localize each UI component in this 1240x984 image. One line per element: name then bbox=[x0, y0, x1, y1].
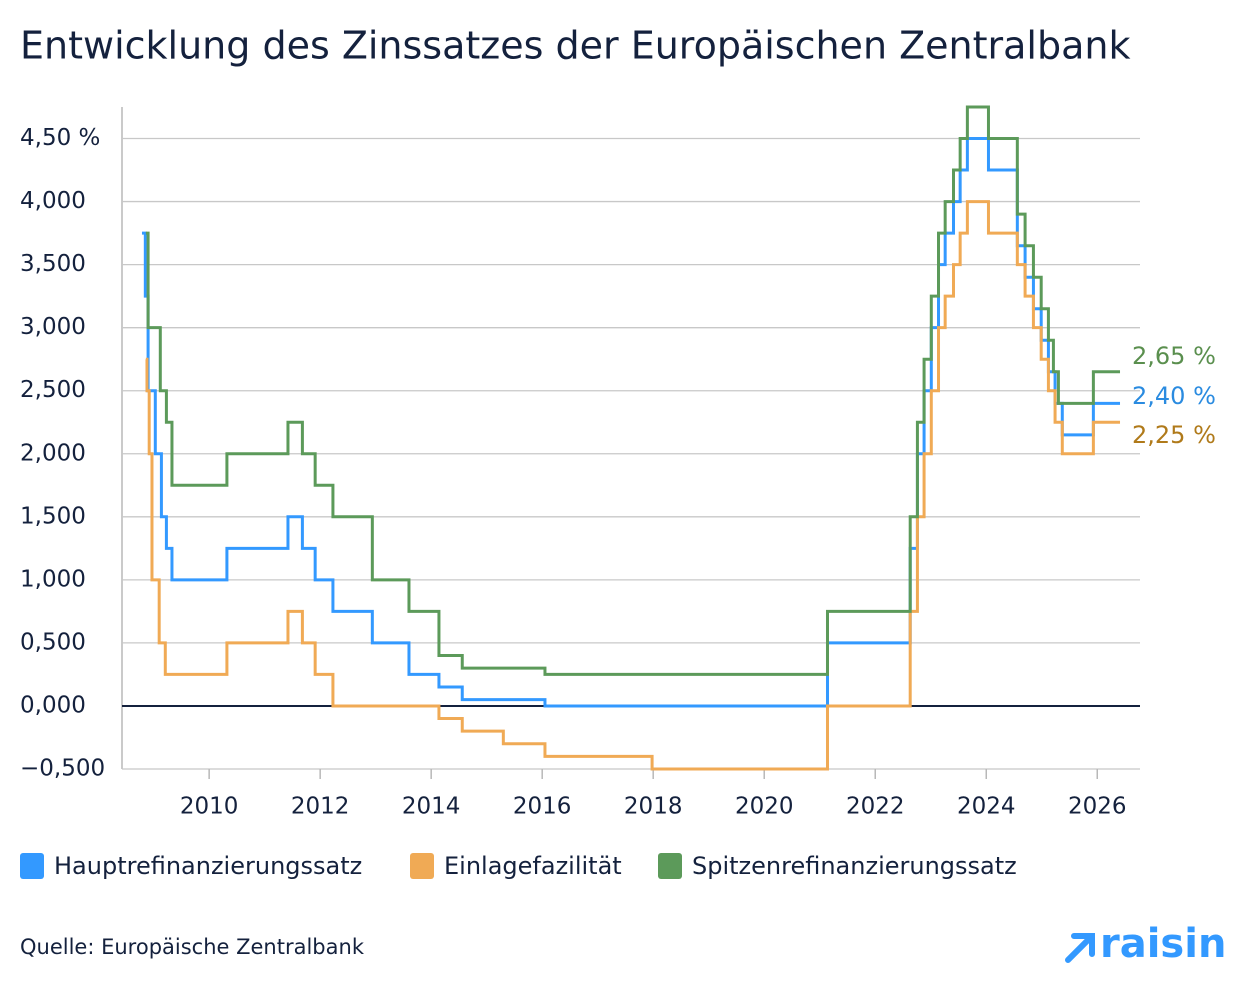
y-tick-label: 2,000 bbox=[20, 440, 86, 466]
y-tick-label: 1,000 bbox=[20, 566, 86, 592]
legend-swatch bbox=[658, 853, 682, 879]
rate-line bbox=[145, 200, 1121, 771]
y-tick-label: 4,50 % bbox=[20, 125, 100, 151]
x-tick-label: 2022 bbox=[846, 794, 905, 820]
legend-label: Hauptrefinanzierungssatz bbox=[54, 852, 362, 880]
y-tick-label: −0,500 bbox=[20, 756, 105, 782]
legend-swatch bbox=[20, 853, 44, 879]
end-label: 2,65 % bbox=[1132, 342, 1216, 370]
y-tick-label: 1,500 bbox=[20, 503, 86, 529]
brand-logo: raisin bbox=[1065, 921, 1226, 967]
x-tick-label: 2024 bbox=[957, 794, 1016, 820]
chart-title: Entwicklung des Zinssatzes der Europäisc… bbox=[20, 24, 1130, 68]
legend-label: Spitzenrefinanzierungssatz bbox=[692, 852, 1017, 880]
y-tick-label: 3,500 bbox=[20, 251, 86, 277]
rate-line bbox=[145, 105, 1121, 676]
end-label: 2,40 % bbox=[1132, 382, 1216, 410]
x-tick-label: 2020 bbox=[735, 794, 794, 820]
end-label: 2,25 % bbox=[1132, 421, 1216, 449]
x-tick-label: 2018 bbox=[624, 794, 683, 820]
source-note: Quelle: Europäische Zentralbank bbox=[20, 935, 365, 959]
x-tick-label: 2016 bbox=[513, 794, 572, 820]
logo-arrow bbox=[1065, 933, 1095, 963]
logo-text: raisin bbox=[1100, 921, 1226, 967]
legend-swatch bbox=[410, 853, 434, 879]
x-tick-label: 2014 bbox=[402, 794, 461, 820]
y-tick-label: 2,500 bbox=[20, 377, 86, 403]
x-tick-label: 2012 bbox=[291, 794, 350, 820]
y-tick-label: 3,000 bbox=[20, 314, 86, 340]
y-tick-label: 4,000 bbox=[20, 188, 86, 214]
legend-label: Einlagefazilität bbox=[444, 852, 622, 880]
y-tick-label: 0,000 bbox=[20, 692, 86, 718]
x-tick-label: 2010 bbox=[180, 794, 239, 820]
y-tick-label: 0,500 bbox=[20, 629, 86, 655]
x-tick-label: 2026 bbox=[1068, 794, 1127, 820]
